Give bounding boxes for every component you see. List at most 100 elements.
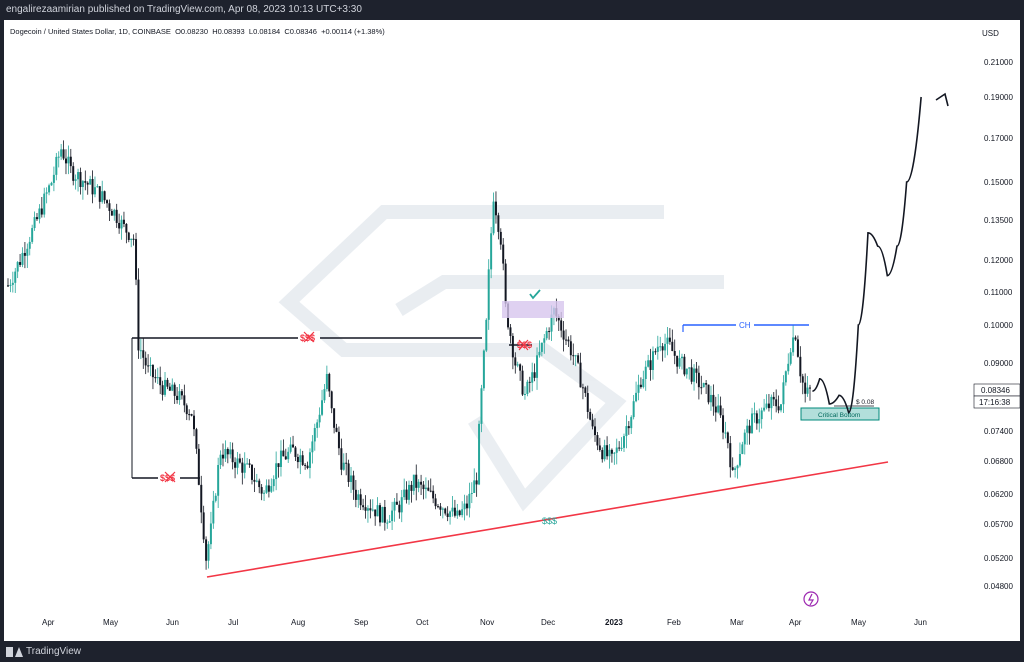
candle-body [410, 484, 413, 491]
candle-body [253, 479, 256, 482]
candle-body [31, 228, 34, 242]
candle-body [60, 149, 63, 157]
candle-body [381, 506, 384, 523]
candle-body [748, 425, 751, 434]
candle-body [642, 379, 645, 388]
time-axis[interactable]: Apr May Jun Jul Aug Sep Oct Nov Dec 2023 Feb Mar Apr… [42, 618, 927, 627]
candle-body [229, 449, 232, 455]
projection-path[interactable] [812, 96, 922, 414]
candle-body [719, 405, 722, 416]
candle-body [308, 452, 311, 468]
candle-body [441, 508, 444, 510]
candle-body [403, 489, 406, 498]
candle-body [151, 365, 154, 378]
trendline[interactable] [206, 461, 889, 578]
candle-body [108, 203, 111, 211]
price-axis[interactable]: 0.21000 0.19000 0.17000 0.15000 0.13500 0.120… [984, 58, 1013, 591]
candle-body [202, 512, 205, 540]
liquidity-low-label: $$$ [160, 473, 175, 483]
candle-body [115, 209, 118, 223]
published-text: engalirezaamirian published on TradingVi… [6, 4, 362, 15]
price-tick-label: 0.07400 [984, 427, 1013, 436]
candle-body [782, 382, 785, 405]
candle-body [98, 186, 101, 202]
candle-body [569, 341, 572, 356]
candle-body [11, 282, 14, 285]
candle-body [292, 444, 295, 448]
lightning-icon [808, 593, 815, 606]
candle-body [287, 451, 290, 460]
candle-body [23, 252, 26, 256]
candle-body [118, 222, 121, 229]
candle-body [55, 156, 58, 175]
time-tick-label: Dec [541, 618, 555, 627]
supply-zone[interactable] [502, 301, 564, 318]
candle-body [357, 494, 360, 500]
candle-body [746, 425, 749, 433]
candle-body [487, 269, 490, 320]
candle-body [424, 487, 427, 490]
candle-body [16, 262, 19, 272]
candle-body [195, 429, 198, 449]
candle-body [209, 523, 212, 545]
price-tick-label: 0.21000 [984, 58, 1013, 67]
candle-body [299, 455, 302, 463]
candle-body [480, 388, 483, 424]
candle-body [383, 506, 386, 523]
event-icon-circle[interactable] [803, 591, 819, 607]
candle-body [246, 463, 249, 465]
candle-body [369, 508, 372, 511]
critical-bottom-zone[interactable] [800, 407, 880, 421]
candle-body [362, 505, 365, 508]
candle-body [494, 201, 497, 216]
candle-body [279, 450, 282, 467]
candle-body [649, 360, 652, 370]
candle-body [263, 492, 266, 494]
candle-body [743, 432, 746, 445]
candle-body [661, 346, 664, 351]
candle-body [395, 501, 398, 505]
candle-body [572, 355, 575, 357]
candle-body [7, 285, 9, 287]
tradingview-logo[interactable]: TradingView [6, 646, 81, 657]
candle-body [154, 377, 157, 379]
candle-body [712, 394, 715, 407]
candle-body [792, 337, 795, 353]
candle-body [473, 480, 476, 493]
candle-body [637, 384, 640, 393]
candle-body [48, 185, 51, 193]
time-tick-label: Jun [166, 618, 179, 627]
candle-body [393, 501, 396, 511]
chart-frame[interactable]: Dogecoin / United States Dollar, 1D, COI… [4, 20, 1020, 641]
candle-body [38, 208, 41, 220]
candle-body [702, 383, 705, 388]
ohlc-change: +0.00114 (+1.38%) [321, 27, 385, 36]
candle-body [277, 463, 280, 467]
candle-body [316, 422, 319, 429]
candle-body [176, 395, 179, 401]
candle-body [717, 405, 720, 413]
price-tick-label: 0.04800 [984, 582, 1013, 591]
candle-body [784, 371, 787, 383]
candle-body [93, 187, 96, 195]
candle-body [193, 415, 196, 430]
candle-body [668, 337, 671, 342]
candle-body [135, 239, 138, 280]
price-tick-label: 0.10000 [984, 321, 1013, 330]
price-tick-label: 0.17000 [984, 134, 1013, 143]
price-chart[interactable]: 0.21000 0.19000 0.17000 0.15000 0.13500 0.120… [4, 20, 1020, 641]
candle-body [188, 414, 191, 416]
candle-body [606, 445, 609, 457]
candle-body [284, 456, 287, 460]
candle-body [456, 510, 459, 516]
candle-body [644, 366, 647, 380]
candle-body [446, 513, 449, 517]
candle-body [731, 467, 734, 470]
candle-body [364, 507, 367, 511]
candle-body [528, 381, 531, 383]
candle-body [516, 364, 519, 366]
candle-body [620, 447, 623, 449]
candle-body [321, 400, 324, 415]
candle-body [671, 341, 674, 352]
candle-body [449, 511, 452, 517]
